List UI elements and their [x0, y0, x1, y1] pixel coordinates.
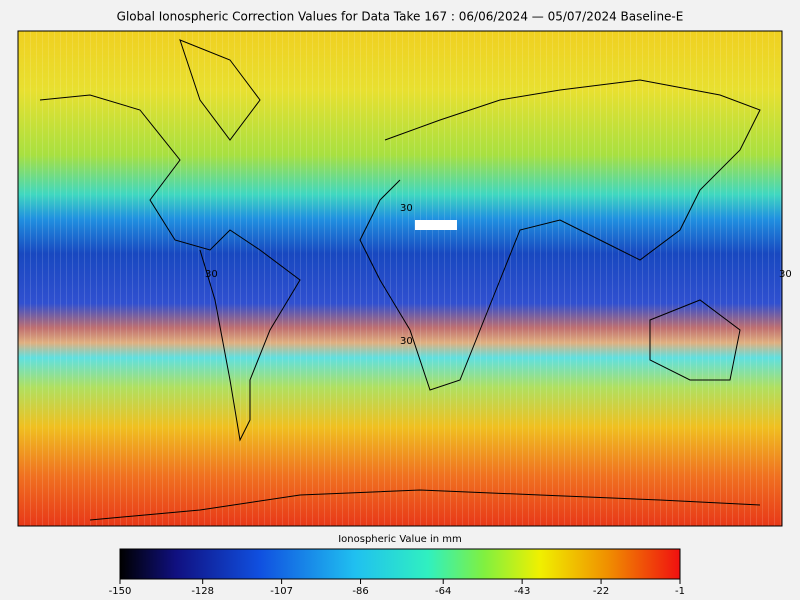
tick-label: -86	[352, 586, 368, 597]
coastline	[39, 94, 301, 442]
colorbar-ticks: -150 -128 -107 -86 -64 -43 -22 -1	[109, 579, 685, 597]
grid-label: 30	[779, 269, 792, 280]
tick-label: -64	[435, 586, 451, 597]
no-data-patch	[415, 220, 457, 230]
grid-label: 30	[400, 336, 413, 347]
grid-label: 30	[400, 203, 413, 214]
tick-label: -1	[675, 586, 685, 597]
map: 30 30 30 30	[17, 30, 792, 527]
coastline	[359, 79, 761, 391]
track-pattern	[18, 31, 782, 526]
colorbar-label: Ionospheric Value in mm	[338, 534, 462, 545]
tick-label: -43	[514, 586, 530, 597]
tick-label: -128	[191, 586, 214, 597]
coastline	[649, 299, 741, 381]
title: Global Ionospheric Correction Values for…	[117, 10, 684, 24]
grid-label: 30	[205, 269, 218, 280]
colorbar	[119, 548, 681, 580]
tick-label: -22	[593, 586, 609, 597]
tick-label: -150	[109, 586, 132, 597]
map-frame	[17, 30, 783, 527]
coastline	[179, 39, 261, 141]
coastline	[89, 489, 761, 521]
tick-label: -107	[270, 586, 293, 597]
